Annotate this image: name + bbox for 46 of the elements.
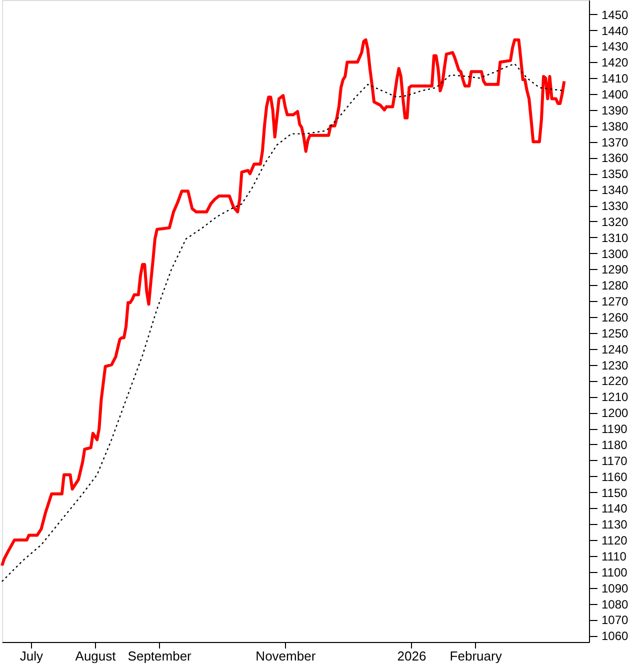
x-tick-label: August <box>75 648 116 664</box>
y-tick-label: 1290 <box>602 262 629 277</box>
x-tick-label: February <box>450 648 502 664</box>
y-tick-label: 1320 <box>602 214 629 229</box>
y-tick-label: 1370 <box>602 135 629 150</box>
y-tick-label: 1140 <box>602 502 628 516</box>
y-tick-label: 1300 <box>602 246 629 261</box>
y-tick-label: 1330 <box>602 199 629 214</box>
y-tick-label: 1170 <box>602 454 628 468</box>
x-tick-label: November <box>256 648 316 664</box>
y-tick-label: 1310 <box>602 230 629 245</box>
y-tick-label: 1450 <box>602 8 629 22</box>
y-tick-label: 1090 <box>602 581 629 596</box>
x-tick-label: 2026 <box>397 648 426 664</box>
y-tick-label: 1100 <box>602 565 628 580</box>
y-tick-label: 1120 <box>602 534 628 548</box>
x-tick-label: September <box>128 648 192 664</box>
y-tick-label: 1160 <box>602 470 628 484</box>
y-tick-label: 1230 <box>602 358 629 372</box>
y-tick-label: 1440 <box>602 24 629 38</box>
y-tick-label: 1380 <box>602 119 629 134</box>
y-tick-label: 1420 <box>602 56 629 70</box>
y-tick-label: 1150 <box>602 486 628 500</box>
y-tick-label: 1400 <box>602 87 629 102</box>
y-tick-label: 1070 <box>602 613 629 628</box>
y-tick-label: 1430 <box>602 40 629 54</box>
y-tick-label: 1390 <box>602 103 629 118</box>
y-tick-label: 1360 <box>602 151 629 166</box>
y-tick-label: 1280 <box>602 278 629 293</box>
y-tick-label: 1240 <box>602 342 629 356</box>
y-tick-label: 1250 <box>602 326 629 340</box>
y-tick-label: 1220 <box>602 374 629 388</box>
y-tick-label: 1130 <box>602 518 628 532</box>
y-tick-label: 1340 <box>602 183 629 198</box>
y-tick-label: 1270 <box>602 294 629 309</box>
y-tick-label: 1210 <box>602 390 629 404</box>
y-tick-label: 1350 <box>602 167 629 182</box>
y-tick-label: 1060 <box>602 629 629 644</box>
y-tick-label: 1180 <box>602 438 628 452</box>
x-tick-label: July <box>20 648 44 664</box>
y-tick-label: 1110 <box>602 549 627 564</box>
y-tick-label: 1410 <box>602 72 629 86</box>
y-tick-label: 1260 <box>602 310 629 325</box>
y-tick-label: 1200 <box>602 406 629 420</box>
y-tick-label: 1190 <box>602 422 628 436</box>
y-tick-label: 1080 <box>602 597 629 612</box>
